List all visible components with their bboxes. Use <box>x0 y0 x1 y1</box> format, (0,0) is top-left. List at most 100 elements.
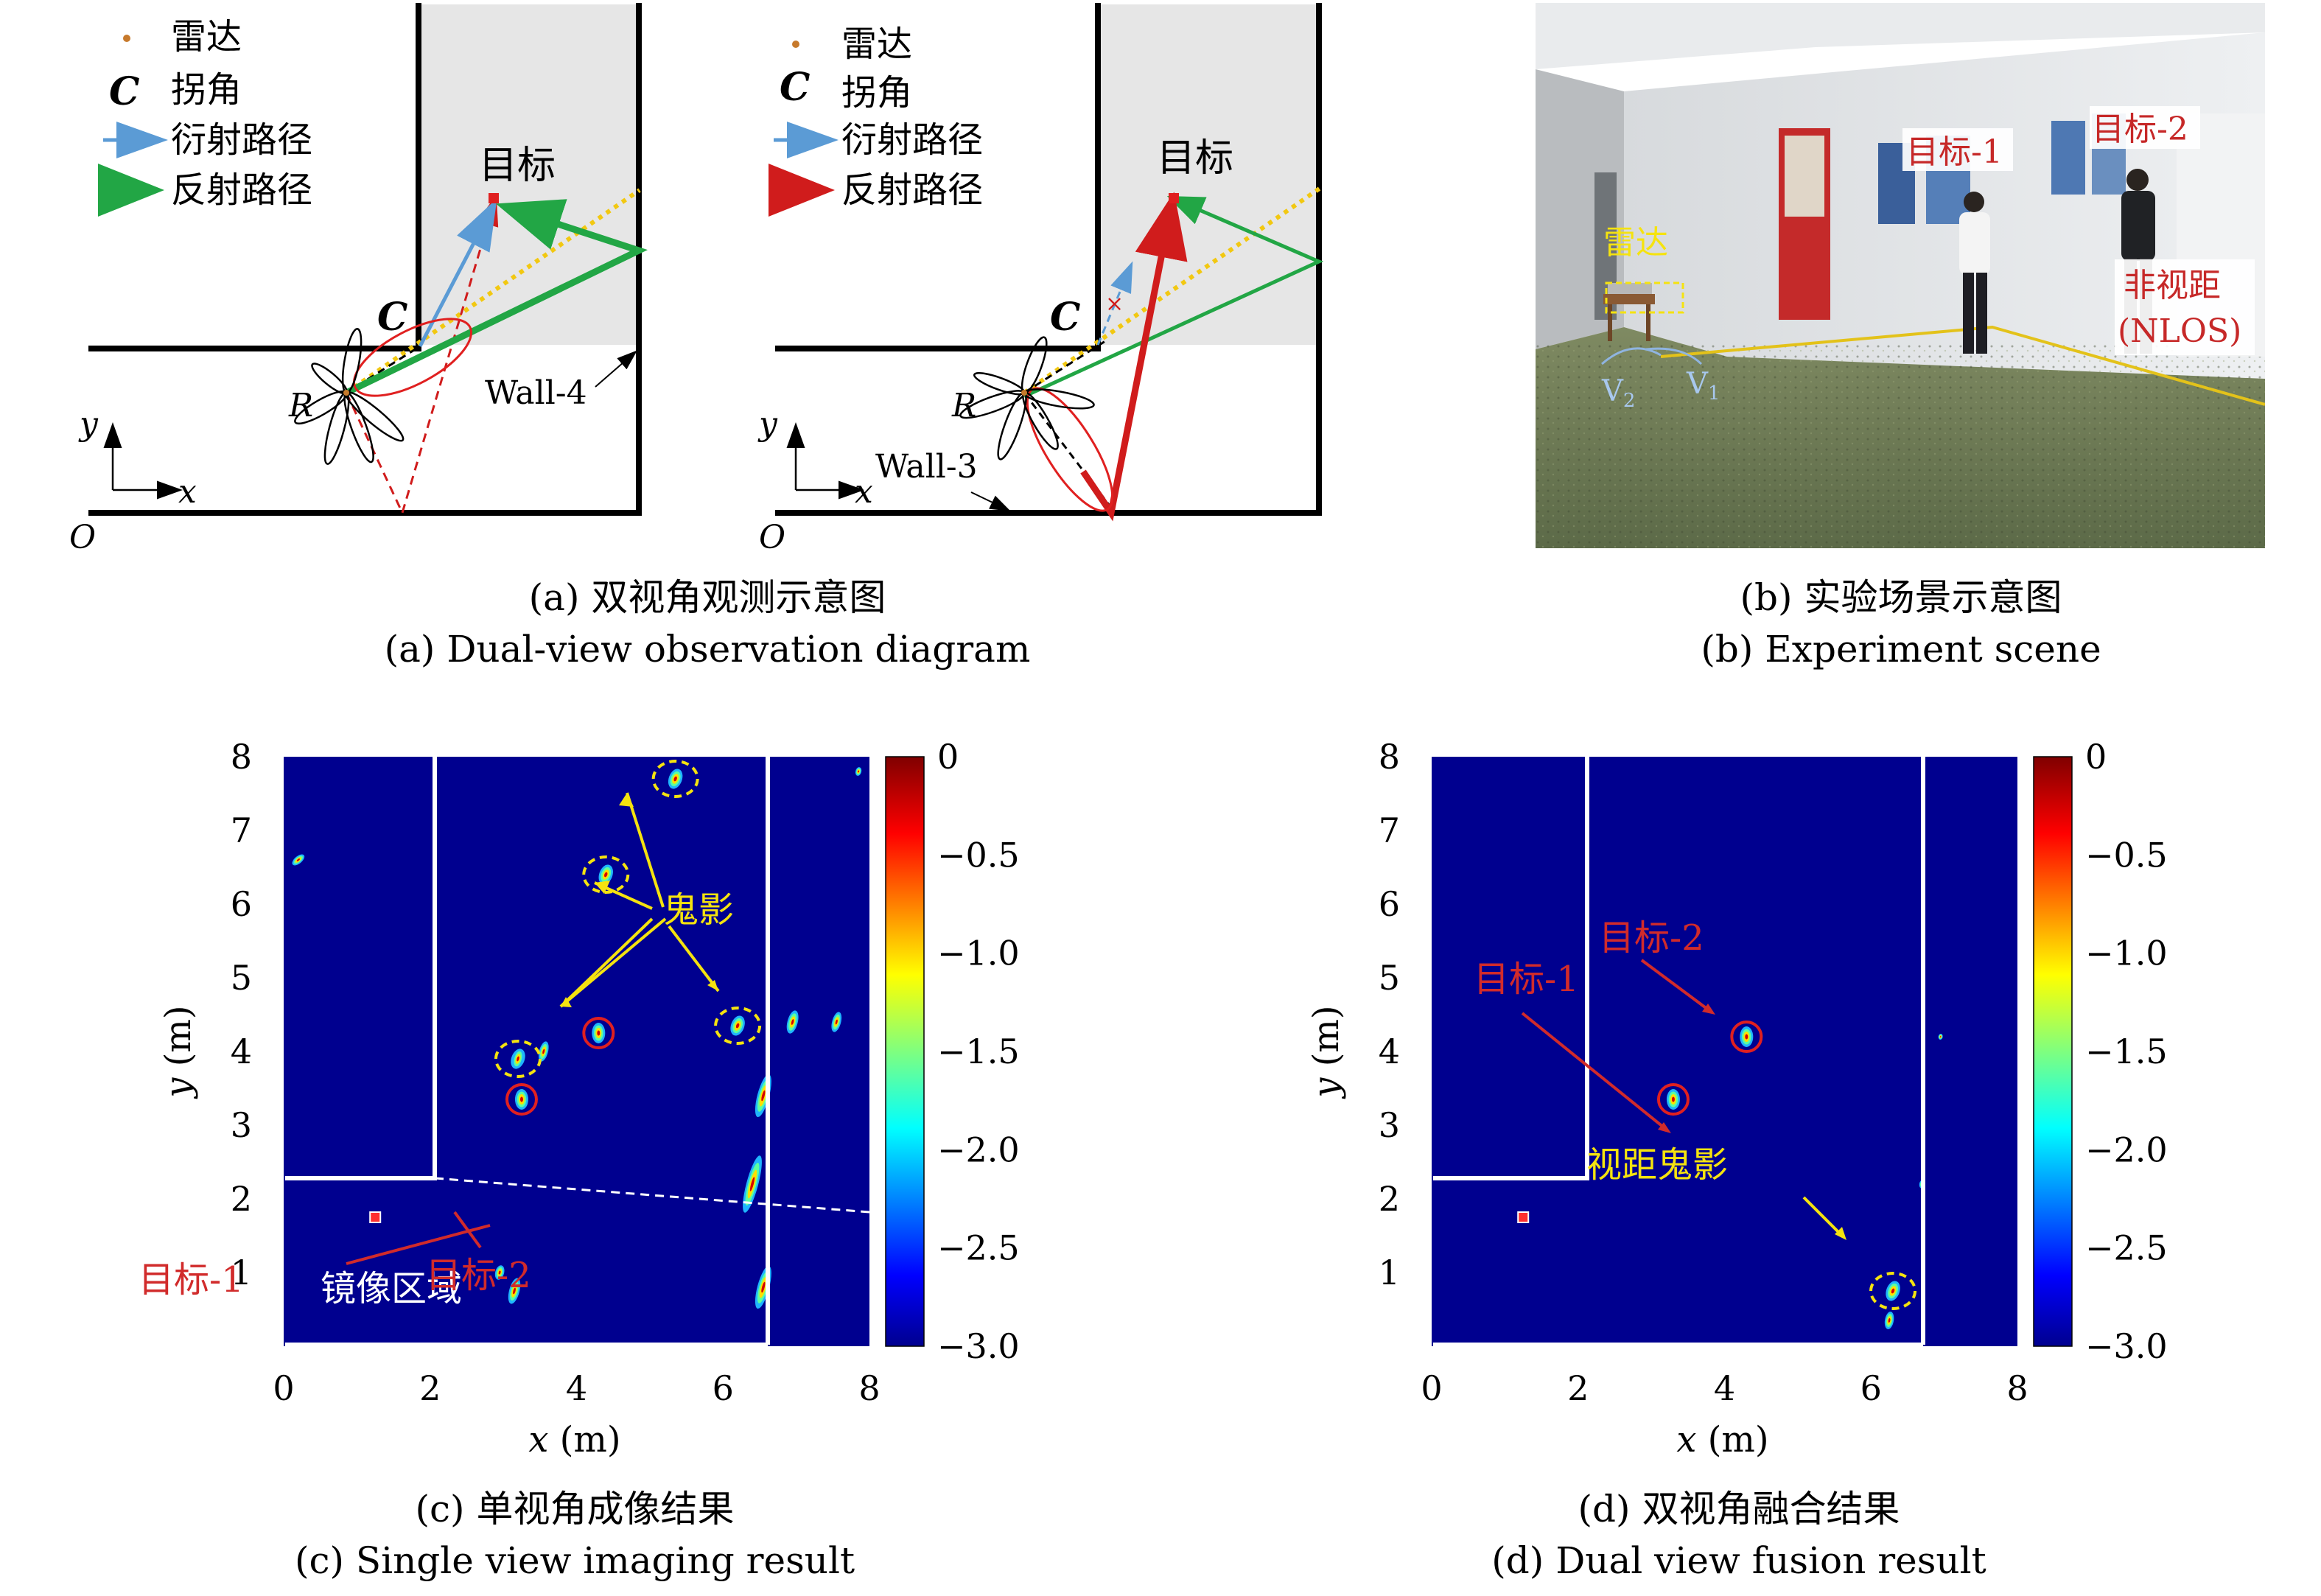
clutter-blob <box>292 854 305 866</box>
radar-marker <box>369 1211 382 1223</box>
target-blob <box>1666 1089 1680 1110</box>
y-tick-label: 5 <box>231 958 252 998</box>
radar-label-right: R <box>951 387 976 424</box>
legend-left: 雷达 C 拐角 衍射路径 反射路径 <box>98 16 312 217</box>
annot-d-target2: 目标-2 <box>1599 917 1704 959</box>
legend-corner-symbol: C <box>109 69 139 114</box>
xlabel-d: x (m) <box>1676 1419 1768 1460</box>
annot-d-target1: 目标-1 <box>1474 959 1579 1000</box>
y-tick-label: 1 <box>1379 1253 1400 1292</box>
ghost-ring <box>582 855 630 894</box>
axis-x-label-right: x <box>855 473 873 511</box>
colorbar-tick-label: −1.0 <box>2085 934 2168 973</box>
wall4-label: Wall-4 <box>485 374 587 412</box>
heatmap-background-d <box>1432 757 2017 1346</box>
clutter-blob <box>786 1010 799 1034</box>
svg-text:V1: V1 <box>1686 367 1720 405</box>
clutter-blob <box>508 1278 521 1304</box>
corner-label-right: C <box>1050 295 1080 340</box>
clutter-blob <box>538 1041 549 1062</box>
photo-v2-sub: 2 <box>1623 390 1636 412</box>
target-marker <box>489 193 499 203</box>
wall3-label: Wall-3 <box>875 448 978 486</box>
legend-corner: 拐角 <box>171 69 242 111</box>
heatmap-background <box>284 757 869 1346</box>
annot-target1: 目标-1 <box>139 1259 244 1301</box>
caption-b-en: (b) Experiment scene <box>1701 628 2101 671</box>
photo-nlos-en: (NLOS) <box>2118 312 2241 350</box>
caption-a-cn: (a) 双视角观测示意图 <box>528 576 886 619</box>
ghost-blob <box>598 864 613 885</box>
y-tick-label: 4 <box>1379 1032 1400 1071</box>
svg-text:V2: V2 <box>1601 374 1635 412</box>
x-tick-label: 6 <box>713 1368 734 1408</box>
y-tick-label: 7 <box>1379 811 1400 850</box>
target-ring <box>505 1083 538 1116</box>
y-tick-label: 3 <box>231 1105 252 1145</box>
x-tick-label: 0 <box>273 1368 294 1408</box>
y-tick-label: 5 <box>1379 958 1400 998</box>
legend-reflection-right: 反射路径 <box>841 169 983 211</box>
ghost-blob <box>1886 1281 1900 1301</box>
colorbar-tick-label: −2.0 <box>2085 1130 2168 1169</box>
annot-mirror: 镜像区域 <box>321 1268 462 1309</box>
target-blob <box>1740 1026 1754 1047</box>
x-tick-label: 2 <box>419 1368 441 1408</box>
colorbar-tick-label: −1.5 <box>2085 1032 2168 1071</box>
colorbar <box>885 756 925 1347</box>
colorbar-tick-label: −2.0 <box>937 1130 1020 1169</box>
x-tick-label: 8 <box>858 1368 880 1408</box>
clutter-blob <box>1884 1312 1894 1329</box>
x-tick-label: 4 <box>1714 1368 1735 1408</box>
x-tick-label: 2 <box>1567 1368 1589 1408</box>
ghost-ring <box>714 1007 762 1045</box>
clutter-blob <box>831 1012 842 1032</box>
photo-radar-label: 雷达 <box>1603 224 1668 262</box>
legend-diffraction: 衍射路径 <box>171 119 312 161</box>
caption-d-cn: (d) 双视角融合结果 <box>1578 1488 1900 1530</box>
y-tick-label: 6 <box>231 884 252 924</box>
axis-x-label: x <box>178 473 197 511</box>
y-tick-label: 7 <box>231 811 252 850</box>
y-tick-label: 2 <box>231 1179 252 1219</box>
photo-target1-label: 目标-1 <box>1906 133 2003 171</box>
ghost-blob <box>668 769 683 789</box>
legend-radar: 雷达 <box>171 16 242 57</box>
y-tick-label: 2 <box>1379 1179 1400 1219</box>
photo-nlos-cn: 非视距 <box>2124 267 2221 304</box>
panel-a-diagram: 目标 C R Wall-4 x y O 雷达 C 拐角 衍射路径 <box>69 3 1324 556</box>
legend-corner-right: 拐角 <box>841 72 912 113</box>
annot-ghost: 鬼影 <box>663 889 734 931</box>
clutter-blob <box>494 1265 505 1280</box>
corner-label: C <box>377 295 407 340</box>
radar-marker <box>1517 1211 1530 1223</box>
legend-corner-symbol-right: C <box>780 65 810 110</box>
target-label-right: 目标 <box>1157 136 1233 181</box>
photo-v1: V <box>1686 367 1709 401</box>
colorbar-tick-label: −1.5 <box>937 1032 1020 1071</box>
photo-v1-sub: 1 <box>1708 382 1720 405</box>
clutter-blob <box>855 767 862 776</box>
caption-d-en: (d) Dual view fusion result <box>1491 1539 1986 1582</box>
axis-y-label-right: y <box>757 405 778 443</box>
caption-c-cn: (c) 单视角成像结果 <box>415 1488 735 1530</box>
y-tick-label: 3 <box>1379 1105 1400 1145</box>
legend-right: 雷达 C 拐角 衍射路径 反射路径 <box>769 24 983 217</box>
annot-target2: 目标-2 <box>426 1255 531 1296</box>
origin-label: O <box>69 519 96 556</box>
colorbar-tick-label: −2.5 <box>937 1228 1020 1268</box>
clutter-blob <box>743 1155 762 1213</box>
ghost-blob <box>730 1015 745 1036</box>
legend-diffraction-right: 衍射路径 <box>841 119 983 161</box>
y-tick-label: 1 <box>231 1253 252 1292</box>
svg-text:×: × <box>1105 291 1124 317</box>
target-ring <box>1656 1083 1690 1116</box>
ghost-ring <box>651 760 699 798</box>
colorbar-tick-label: −0.5 <box>2085 835 2168 875</box>
ghost-ring <box>494 1040 542 1078</box>
origin-label-right: O <box>759 519 785 556</box>
caption-c-en: (c) Single view imaging result <box>294 1539 855 1582</box>
y-tick-label: 4 <box>231 1032 252 1071</box>
caption-a-en: (a) Dual-view observation diagram <box>384 628 1031 671</box>
radar-label: R <box>288 387 313 424</box>
